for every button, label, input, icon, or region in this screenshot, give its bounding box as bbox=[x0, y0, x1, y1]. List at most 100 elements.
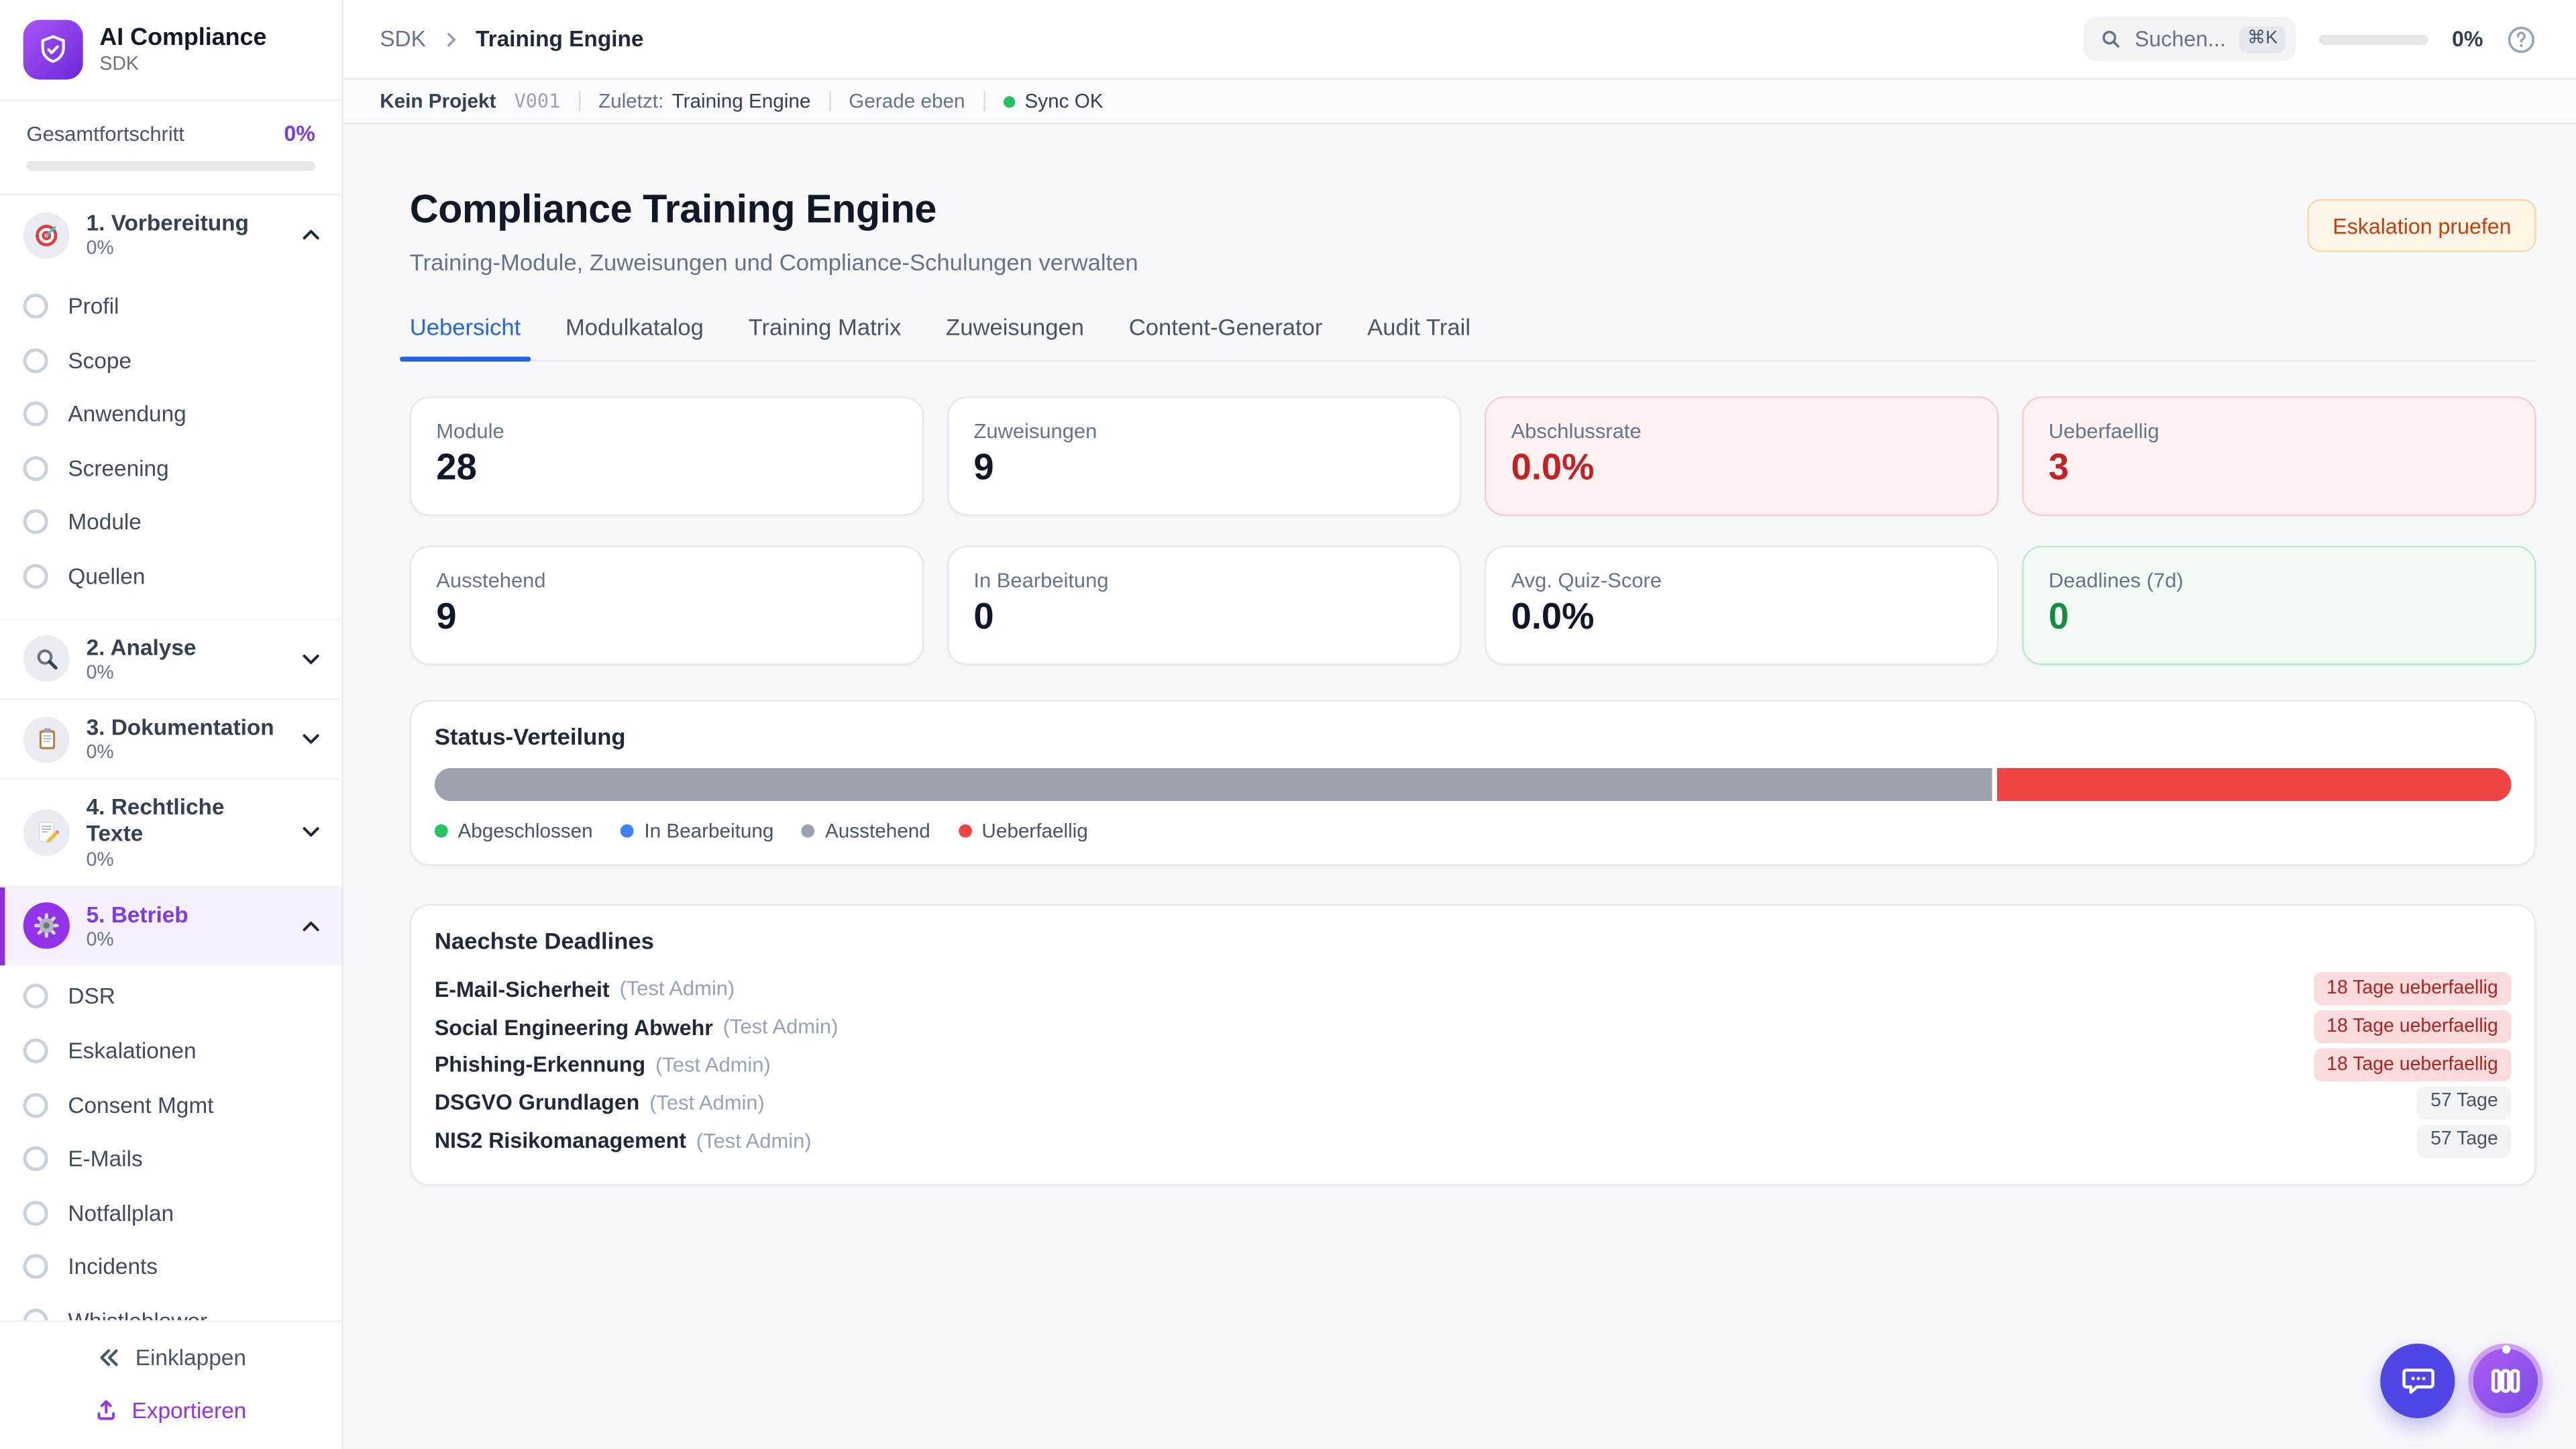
sidebar-item-anwendung[interactable]: Anwendung bbox=[0, 387, 341, 441]
sidebar: AI Compliance SDK Gesamtfortschritt 0% 1… bbox=[0, 0, 343, 1449]
sidebar-nav: 1. Vorbereitung 0% Profil Scope Anwendun… bbox=[0, 196, 342, 1320]
collapse-sidebar-button[interactable]: Einklappen bbox=[86, 1343, 256, 1371]
chevron-right-icon bbox=[441, 29, 461, 49]
stat-card-zuweisungen: Zuweisungen 9 bbox=[947, 396, 1462, 516]
app-name: AI Compliance bbox=[99, 25, 267, 52]
sidebar-item-incidents[interactable]: Incidents bbox=[0, 1240, 341, 1295]
double-chevron-left-icon bbox=[95, 1344, 120, 1369]
export-button[interactable]: Exportieren bbox=[85, 1396, 256, 1424]
page-header: Compliance Training Engine Training-Modu… bbox=[410, 187, 2536, 275]
nav-section-label: 2. Analyse bbox=[86, 635, 197, 660]
check-escalation-button[interactable]: Eskalation pruefen bbox=[2308, 199, 2536, 252]
magnifier-icon bbox=[23, 635, 70, 683]
app-subtitle: SDK bbox=[99, 54, 139, 74]
sidebar-item-e-mails[interactable]: E-Mails bbox=[0, 1132, 341, 1186]
tab-modulkatalog[interactable]: Modulkatalog bbox=[565, 313, 704, 340]
status-circle-icon bbox=[23, 1309, 48, 1320]
sidebar-item-profil[interactable]: Profil bbox=[0, 279, 341, 333]
sync-status: Sync OK bbox=[1003, 89, 1104, 113]
nav-section-header-betrieb[interactable]: 5. Betrieb 0% bbox=[0, 886, 342, 965]
search-shortcut-kbd: ⌘K bbox=[2239, 25, 2286, 52]
divider bbox=[828, 91, 831, 111]
stat-card-quiz-score: Avg. Quiz-Score 0.0% bbox=[1485, 545, 1999, 665]
nav-section-percent: 0% bbox=[86, 743, 114, 763]
nav-section-header-dokumentation[interactable]: 3. Dokumentation 0% bbox=[0, 700, 341, 778]
status-circle-icon bbox=[23, 1146, 48, 1172]
status-distribution-title: Status-Verteilung bbox=[434, 723, 626, 750]
breadcrumb-root[interactable]: SDK bbox=[380, 26, 426, 52]
tab-zuweisungen[interactable]: Zuweisungen bbox=[946, 313, 1084, 340]
sidebar-item-screening[interactable]: Screening bbox=[0, 441, 341, 496]
topbar-progress-value: 0% bbox=[2452, 26, 2483, 52]
project-name: Kein Projekt bbox=[380, 89, 496, 113]
deadline-badge: 57 Tage bbox=[2417, 1086, 2512, 1120]
sidebar-item-whistleblower[interactable]: Whistleblower bbox=[0, 1294, 341, 1320]
sidebar-item-quellen[interactable]: Quellen bbox=[0, 549, 341, 604]
red-dot-icon bbox=[958, 824, 972, 838]
legend-ausstehend: Ausstehend bbox=[802, 819, 930, 843]
status-circle-icon bbox=[23, 1200, 48, 1226]
legend-ueberfaellig: Ueberfaellig bbox=[958, 819, 1088, 843]
sidebar-item-module[interactable]: Module bbox=[0, 495, 341, 549]
chevron-down-icon bbox=[301, 822, 322, 843]
sidebar-footer: Einklappen Exportieren bbox=[0, 1320, 342, 1449]
search-placeholder: Suchen... bbox=[2135, 26, 2226, 52]
nav-section-header-rechtliche-texte[interactable]: 4. Rechtliche Texte 0% bbox=[0, 780, 341, 885]
legend-in-bearbeitung: In Bearbeitung bbox=[621, 819, 773, 843]
nav-section-header-analyse[interactable]: 2. Analyse 0% bbox=[0, 620, 341, 698]
page-title: Compliance Training Engine bbox=[409, 187, 937, 233]
status-circle-icon bbox=[23, 293, 48, 319]
upload-icon bbox=[95, 1399, 119, 1422]
deadline-row: Phishing-Erkennung (Test Admin) 18 Tage … bbox=[435, 1046, 2512, 1083]
topbar: SDK Training Engine Suchen... ⌘K 0% bbox=[343, 0, 2576, 80]
deadline-row: DSGVO Grundlagen (Test Admin) 57 Tage bbox=[435, 1084, 2512, 1122]
board-fab-button[interactable] bbox=[2468, 1342, 2543, 1418]
next-deadlines-card: Naechste Deadlines E-Mail-Sicherheit (Te… bbox=[409, 904, 2536, 1186]
status-circle-icon bbox=[23, 401, 48, 427]
nav-section-percent: 0% bbox=[86, 663, 114, 684]
nav-section-label: 1. Vorbereitung bbox=[86, 211, 249, 236]
stat-card-ausstehend: Ausstehend 9 bbox=[409, 545, 924, 665]
notification-dot-icon bbox=[2501, 1345, 2510, 1354]
tab-audit-trail[interactable]: Audit Trail bbox=[1367, 313, 1471, 340]
search-input[interactable]: Suchen... ⌘K bbox=[2083, 16, 2296, 62]
tab-training-matrix[interactable]: Training Matrix bbox=[748, 313, 902, 340]
project-version: V001 bbox=[514, 89, 561, 113]
divider bbox=[578, 91, 580, 111]
divider bbox=[983, 91, 985, 111]
project-statusbar: Kein Projekt V001 Zuletzt: Training Engi… bbox=[343, 79, 2576, 125]
page-header-text: Compliance Training Engine Training-Modu… bbox=[410, 187, 1138, 275]
nav-section-label: 5. Betrieb bbox=[86, 901, 189, 926]
sync-status-label: Sync OK bbox=[1024, 89, 1104, 113]
sidebar-item-dsr[interactable]: DSR bbox=[0, 970, 341, 1024]
last-label: Zuletzt: bbox=[598, 89, 664, 113]
segment-ueberfaellig bbox=[1997, 767, 2512, 802]
overall-progress: Gesamtfortschritt 0% bbox=[0, 101, 342, 196]
status-distribution-bar bbox=[434, 767, 2512, 802]
sync-ok-dot-icon bbox=[1003, 95, 1015, 107]
status-distribution-card: Status-Verteilung Abgeschlossen In Bearb… bbox=[409, 700, 2536, 866]
sidebar-item-consent-mgmt[interactable]: Consent Mgmt bbox=[0, 1078, 341, 1132]
columns-icon bbox=[2488, 1362, 2523, 1397]
sidebar-item-scope[interactable]: Scope bbox=[0, 333, 341, 387]
nav-section-header-vorbereitung[interactable]: 1. Vorbereitung 0% bbox=[0, 196, 341, 274]
chevron-down-icon bbox=[301, 648, 322, 669]
chat-fab-button[interactable] bbox=[2380, 1342, 2455, 1418]
shield-check-icon bbox=[36, 33, 69, 66]
gear-icon bbox=[23, 902, 70, 949]
nav-section-percent: 0% bbox=[86, 850, 114, 870]
overall-progress-bar bbox=[26, 160, 315, 171]
nav-items-vorbereitung: Profil Scope Anwendung Screening Module … bbox=[0, 274, 341, 618]
help-icon[interactable] bbox=[2506, 24, 2536, 54]
tab-content-generator[interactable]: Content-Generator bbox=[1128, 313, 1323, 340]
page-subtitle: Training-Module, Zuweisungen und Complia… bbox=[409, 248, 1138, 276]
sidebar-item-notfallplan[interactable]: Notfallplan bbox=[0, 1186, 341, 1240]
stat-card-in-bearbeitung: In Bearbeitung 0 bbox=[947, 545, 1462, 665]
sidebar-item-eskalationen[interactable]: Eskalationen bbox=[0, 1024, 341, 1078]
tab-uebersicht[interactable]: Uebersicht bbox=[399, 313, 531, 362]
last-value: Training Engine bbox=[672, 89, 811, 113]
status-circle-icon bbox=[23, 347, 48, 373]
deadline-badge: 57 Tage bbox=[2417, 1124, 2512, 1157]
deadline-row: NIS2 Risikomanagement (Test Admin) 57 Ta… bbox=[435, 1122, 2512, 1159]
